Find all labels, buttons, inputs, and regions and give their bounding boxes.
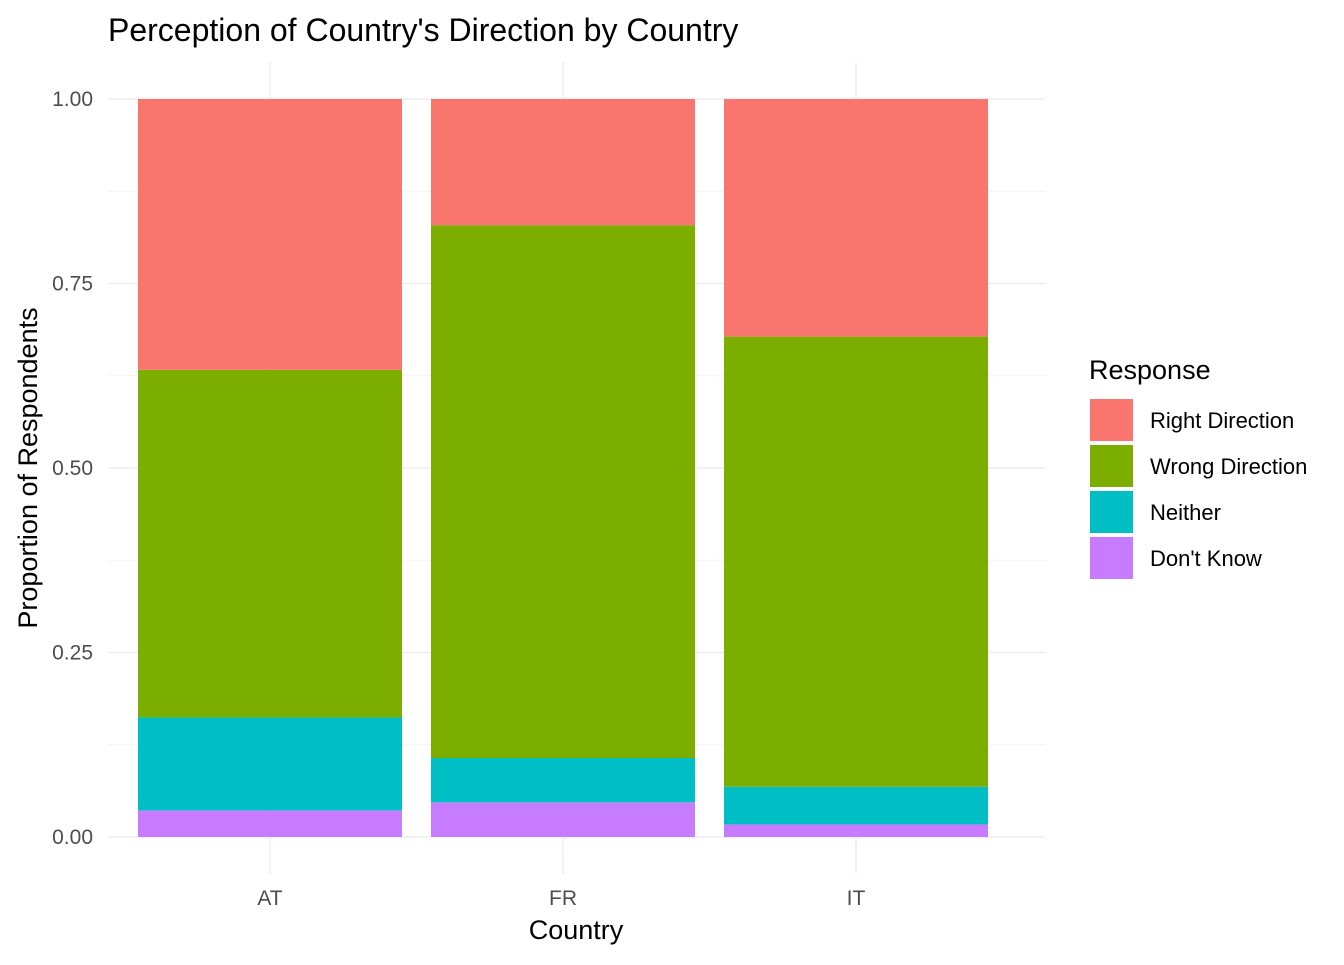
x-tick-label: IT: [847, 887, 866, 910]
bar-segment-fr-right-direction: [431, 99, 695, 226]
bar-segment-at-neither: [138, 717, 402, 811]
legend-key-wrong-direction: [1090, 445, 1133, 487]
y-tick-label: 0.50: [52, 457, 93, 480]
legend-label-neither: Neither: [1150, 500, 1221, 525]
bar-segment-fr-don-t-know: [431, 802, 695, 837]
legend-key-right-direction: [1090, 399, 1133, 441]
bars: [138, 99, 988, 837]
y-tick-label: 0.75: [52, 273, 93, 296]
bar-segment-it-right-direction: [724, 99, 988, 337]
bar-segment-at-don-t-know: [138, 810, 402, 837]
bar-segment-it-neither: [724, 786, 988, 825]
bar-segment-at-wrong-direction: [138, 369, 402, 718]
legend-label-don-t-know: Don't Know: [1150, 546, 1262, 571]
legend-label-right-direction: Right Direction: [1150, 408, 1294, 433]
bar-segment-at-right-direction: [138, 99, 402, 370]
legend: Response Right Direction Wrong Direction N…: [1089, 355, 1307, 579]
y-tick-label: 1.00: [52, 88, 93, 111]
bar-segment-fr-neither: [431, 758, 695, 803]
legend-key-neither: [1090, 491, 1133, 533]
y-axis-title: Proportion of Respondents: [13, 307, 43, 628]
bar-segment-it-don-t-know: [724, 824, 988, 837]
x-tick-label: AT: [257, 887, 282, 910]
legend-key-don-t-know: [1090, 537, 1133, 579]
legend-items: Right Direction Wrong Direction Neither Don…: [1090, 399, 1307, 579]
x-tick-label: FR: [549, 887, 577, 910]
x-axis-ticks: AT FR IT: [257, 887, 865, 910]
x-axis-title: Country: [529, 915, 624, 945]
legend-label-wrong-direction: Wrong Direction: [1150, 454, 1307, 479]
chart-title: Perception of Country's Direction by Cou…: [108, 12, 738, 48]
bar-segment-fr-wrong-direction: [431, 225, 695, 759]
y-tick-label: 0.25: [52, 642, 93, 665]
legend-title: Response: [1089, 355, 1211, 385]
y-axis-ticks: 0.00 0.25 0.50 0.75 1.00: [52, 88, 93, 849]
bar-segment-it-wrong-direction: [724, 336, 988, 787]
y-tick-label: 0.00: [52, 826, 93, 849]
